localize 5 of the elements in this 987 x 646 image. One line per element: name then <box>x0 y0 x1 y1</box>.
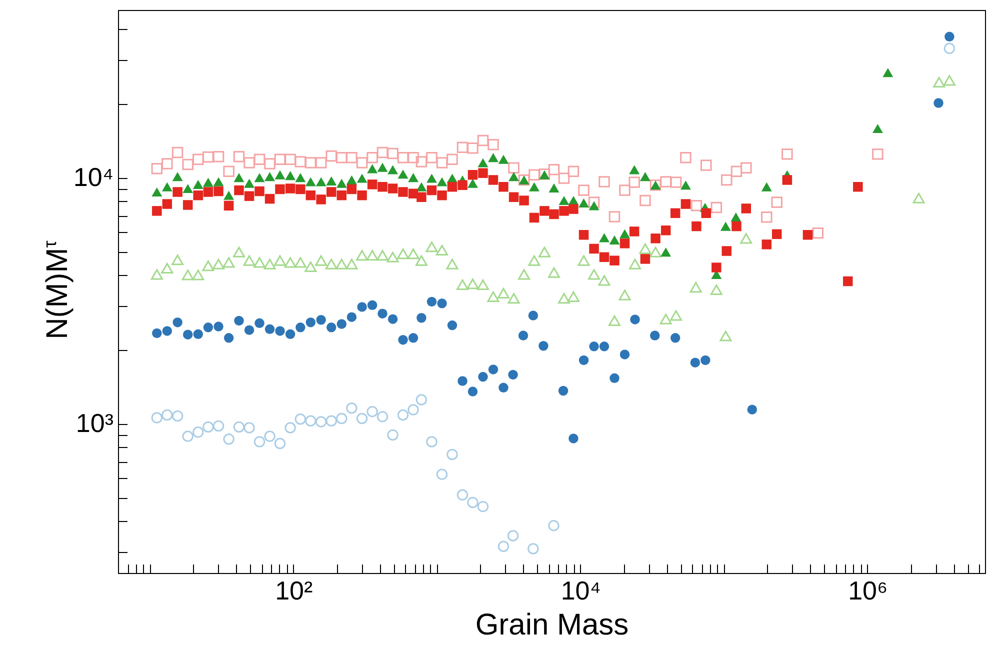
y-tick-label: 10³ <box>76 408 114 438</box>
x-tick-label: 10⁶ <box>848 576 888 606</box>
x-axis-title: Grain Mass <box>475 608 629 642</box>
x-tick-label: 10² <box>275 576 313 606</box>
x-tick-label: 10⁴ <box>560 576 601 606</box>
